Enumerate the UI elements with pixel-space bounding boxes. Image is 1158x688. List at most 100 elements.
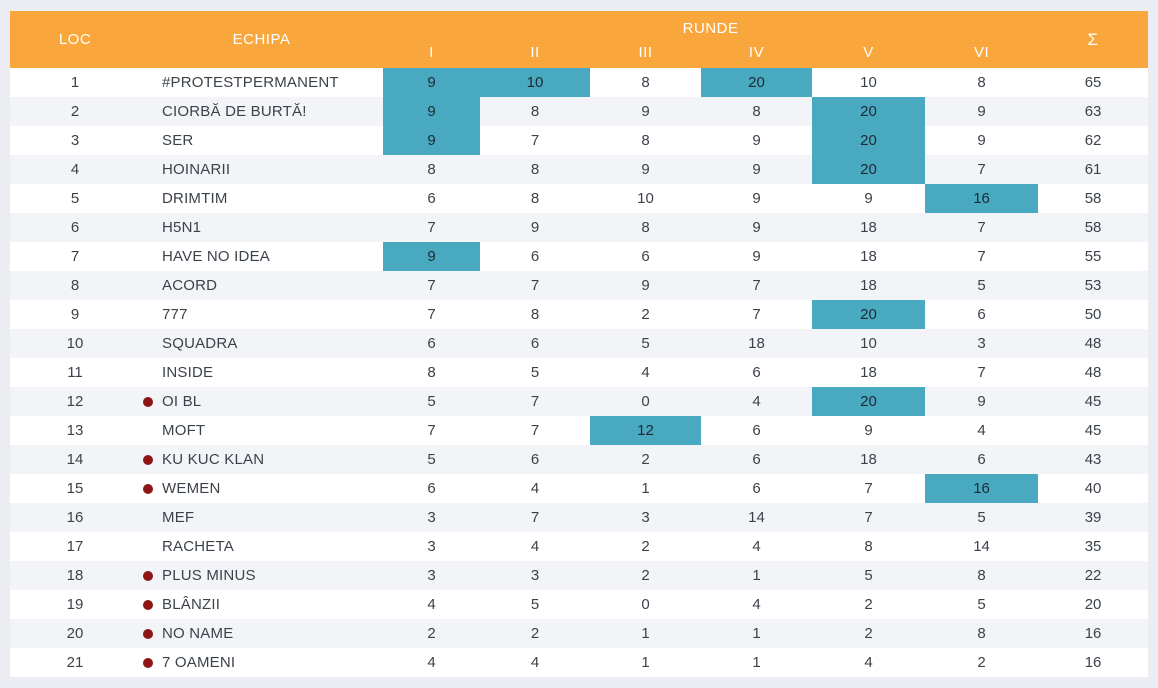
round-score-cell: 2 — [641, 538, 650, 555]
round-score-cell: 9 — [383, 68, 480, 97]
round-score-cell: 7 — [427, 422, 436, 439]
round-score-cell: 16 — [925, 184, 1039, 213]
team-name: DRIMTIM — [162, 190, 228, 207]
table-row: 5 DRIMTIM 6 8 10 9 9 16 58 — [10, 184, 1149, 213]
team-cell: MOFT — [140, 416, 383, 445]
table-row: 16 MEF 3 7 3 14 7 5 39 — [10, 503, 1149, 532]
header-row-rounds: I II III IV V VI — [10, 42, 1148, 68]
team-cell: HAVE NO IDEA — [140, 242, 383, 271]
team-name: HOINARII — [162, 161, 231, 178]
total-cell: 58 — [1084, 219, 1102, 236]
round-score-cell: 9 — [752, 132, 761, 149]
red-dot-icon — [143, 396, 153, 407]
table-row: 12 OI BL 5 7 0 4 20 9 45 — [10, 387, 1149, 416]
standings-table: LOC ECHIPA RUNDE Σ I II III IV V VI 1 #PROTEST… — [10, 11, 1149, 677]
rank-cell: 6 — [70, 219, 80, 236]
round-score-cell: 4 — [864, 654, 873, 671]
team-name: KU KUC KLAN — [162, 451, 265, 468]
round-col-header-ii: II — [480, 42, 590, 68]
table-row: 20 NO NAME 2 2 1 1 2 8 16 — [10, 619, 1149, 648]
round-score-cell: 18 — [860, 277, 877, 294]
round-score-cell: 18 — [860, 451, 877, 468]
table-row: 11 INSIDE 8 5 4 6 18 7 48 — [10, 358, 1149, 387]
round-score-cell: 8 — [427, 364, 436, 381]
round-score-cell: 8 — [977, 567, 986, 584]
total-cell: 58 — [1084, 190, 1102, 207]
team-cell: BLÂNZII — [140, 590, 383, 619]
round-score-cell: 8 — [641, 219, 650, 236]
round-score-cell: 20 — [812, 97, 925, 126]
round-score-cell: 18 — [860, 248, 877, 265]
team-name: OI BL — [162, 393, 202, 410]
round-score-cell: 9 — [641, 103, 650, 120]
round-score-cell: 0 — [641, 393, 650, 410]
round-score-cell: 1 — [641, 625, 650, 642]
rank-cell: 7 — [70, 248, 80, 265]
team-cell: HOINARII — [140, 155, 383, 184]
round-score-cell: 7 — [530, 393, 540, 410]
round-score-cell: 3 — [427, 538, 436, 555]
round-score-cell: 7 — [530, 132, 540, 149]
round-score-cell: 8 — [977, 625, 986, 642]
table-row: 17 RACHETA 3 4 2 4 8 14 35 — [10, 532, 1149, 561]
round-score-cell: 6 — [752, 451, 761, 468]
table-row: 18 PLUS MINUS 3 3 2 1 5 8 22 — [10, 561, 1149, 590]
total-cell: 55 — [1084, 248, 1102, 265]
round-score-cell: 18 — [748, 335, 765, 352]
round-score-cell: 7 — [977, 219, 986, 236]
total-cell: 45 — [1084, 422, 1102, 439]
round-score-cell: 2 — [864, 625, 873, 642]
total-cell: 65 — [1084, 74, 1102, 91]
round-score-cell: 18 — [860, 219, 877, 236]
table-row: 8 ACORD 7 7 9 7 18 5 53 — [10, 271, 1149, 300]
round-score-cell: 14 — [973, 538, 990, 555]
round-score-cell: 8 — [530, 161, 540, 178]
table-row: 9 777 7 8 2 7 20 6 50 — [10, 300, 1149, 329]
team-name: MOFT — [162, 422, 206, 439]
table-row: 1 #PROTESTPERMANENT 9 10 8 20 10 8 65 — [10, 68, 1149, 97]
round-score-cell: 16 — [925, 474, 1039, 503]
total-cell: 50 — [1084, 306, 1102, 323]
round-score-cell: 10 — [860, 74, 877, 91]
round-score-cell: 3 — [530, 567, 540, 584]
round-col-header-v: V — [812, 42, 925, 68]
round-score-cell: 9 — [383, 242, 480, 271]
round-score-cell: 7 — [977, 248, 986, 265]
round-score-cell: 14 — [748, 509, 765, 526]
round-score-cell: 8 — [530, 190, 540, 207]
table-row: 10 SQUADRA 6 6 5 18 10 3 48 — [10, 329, 1149, 358]
round-score-cell: 7 — [752, 306, 761, 323]
round-score-cell: 1 — [641, 480, 650, 497]
round-score-cell: 6 — [752, 422, 761, 439]
team-name: RACHETA — [162, 538, 234, 555]
rank-cell: 12 — [66, 393, 84, 410]
red-dot-icon — [143, 570, 153, 581]
round-col-header-i: I — [383, 42, 480, 68]
team-name: PLUS MINUS — [162, 567, 256, 584]
total-cell: 53 — [1084, 277, 1102, 294]
rank-cell: 10 — [66, 335, 84, 352]
team-cell: SER — [140, 126, 383, 155]
rank-cell: 13 — [66, 422, 84, 439]
round-score-cell: 4 — [427, 654, 436, 671]
round-score-cell: 4 — [530, 480, 540, 497]
round-score-cell: 1 — [641, 654, 650, 671]
round-score-cell: 7 — [427, 277, 436, 294]
team-cell: SQUADRA — [140, 329, 383, 358]
team-cell: PLUS MINUS — [140, 561, 383, 590]
round-score-cell: 7 — [864, 480, 873, 497]
round-score-cell: 5 — [641, 335, 650, 352]
round-score-cell: 9 — [752, 219, 761, 236]
round-score-cell: 5 — [427, 451, 436, 468]
round-score-cell: 2 — [530, 625, 540, 642]
round-score-cell: 7 — [530, 509, 540, 526]
round-score-cell: 6 — [752, 480, 761, 497]
round-score-cell: 6 — [641, 248, 650, 265]
round-score-cell: 0 — [641, 596, 650, 613]
round-score-cell: 8 — [530, 103, 540, 120]
round-score-cell: 5 — [977, 277, 986, 294]
rank-cell: 18 — [66, 567, 84, 584]
col-header-loc: LOC — [10, 11, 140, 68]
total-cell: 45 — [1084, 393, 1102, 410]
rank-cell: 19 — [66, 596, 84, 613]
